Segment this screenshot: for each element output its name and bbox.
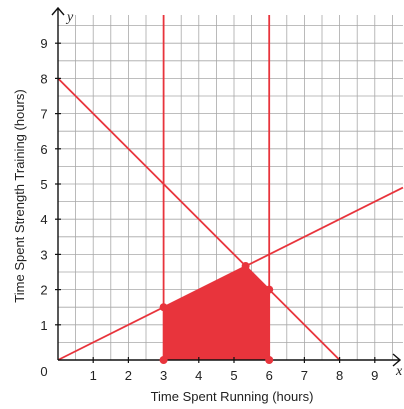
y-tick-label: 9	[40, 36, 47, 51]
y-tick-label: 4	[40, 212, 47, 227]
x-axis-variable: x	[395, 364, 403, 379]
y-axis-title: Time Spent Strength Training (hours)	[12, 89, 27, 302]
constraint-line	[57, 77, 341, 361]
x-tick-label: 9	[371, 368, 378, 383]
origin-label: 0	[40, 364, 47, 379]
vertex-point	[265, 356, 274, 364]
x-tick-label: 2	[125, 368, 132, 383]
x-axis-arrow	[392, 353, 402, 367]
x-tick-label: 8	[336, 368, 343, 383]
x-tick-label: 5	[230, 368, 237, 383]
vertex-point	[159, 303, 168, 312]
y-tick-label: 8	[40, 71, 47, 86]
y-tick-label: 1	[40, 318, 47, 333]
y-tick-label: 6	[40, 142, 47, 157]
y-axis-arrow	[51, 6, 65, 16]
x-tick-label: 3	[160, 368, 167, 383]
vertex-point	[241, 262, 250, 271]
vertex-point	[159, 356, 168, 364]
axes	[51, 6, 402, 367]
feasible-region	[163, 266, 270, 360]
x-tick-label: 7	[301, 368, 308, 383]
x-tick-label: 1	[90, 368, 97, 383]
y-tick-label: 2	[40, 283, 47, 298]
constraint-line	[57, 186, 404, 361]
y-tick-label: 7	[40, 107, 47, 122]
tick-labels: 1 2 3 4 5 6 7 8 9 1 2 3 4 5 6 7 8 9	[40, 36, 378, 383]
x-tick-label: 6	[266, 368, 273, 383]
vertex-point	[265, 285, 274, 294]
y-tick-label: 5	[40, 177, 47, 192]
x-axis-title: Time Spent Running (hours)	[151, 389, 314, 404]
y-axis-variable: y	[65, 10, 74, 25]
y-tick-label: 3	[40, 247, 47, 262]
constraint-lines	[57, 15, 404, 361]
vertex-points	[159, 262, 274, 364]
x-tick-label: 4	[195, 368, 202, 383]
